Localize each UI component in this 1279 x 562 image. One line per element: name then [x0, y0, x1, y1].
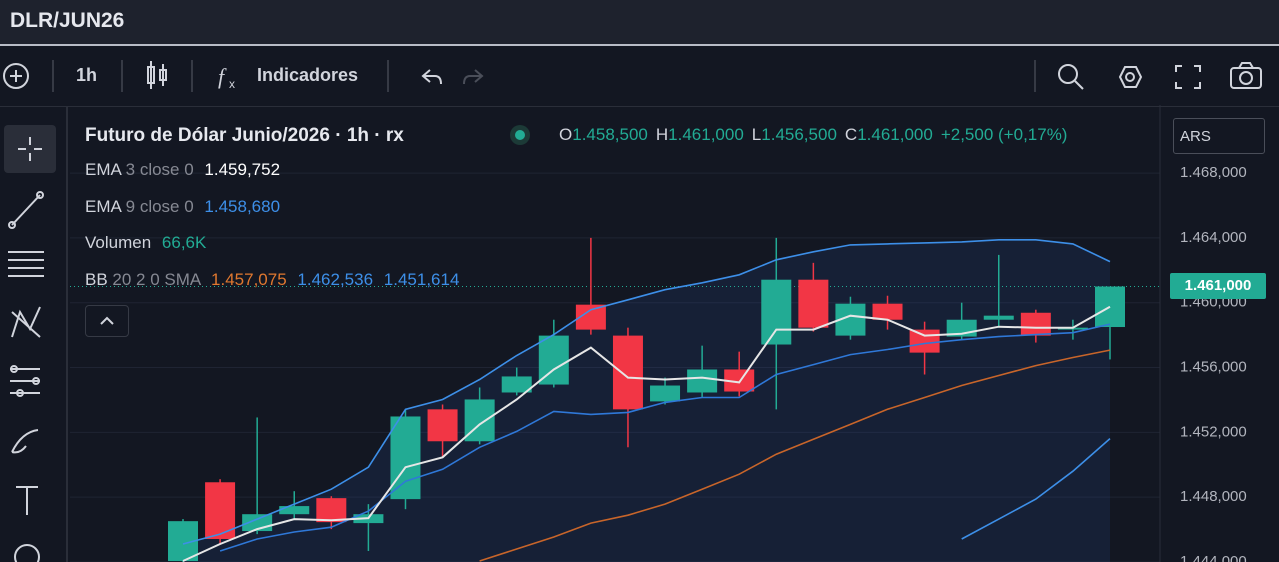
fullscreen-icon[interactable] — [1175, 65, 1201, 89]
indicator-line — [961, 437, 1111, 540]
redo-icon — [463, 69, 484, 85]
indicator-row[interactable]: EMA 3 close 0 1.459,752 — [85, 160, 459, 197]
candle-body — [390, 416, 421, 500]
indicator-params: 9 close 0 — [125, 196, 194, 216]
candle-body — [279, 506, 310, 515]
text-tool[interactable] — [16, 486, 38, 515]
indicator-line — [182, 239, 1111, 545]
ohlc-key: H — [655, 125, 669, 144]
chart: 1.444,000 1.448,000 1.452,000 1.456,000 1.46… — [70, 105, 1247, 562]
symbol-title[interactable]: DLR/JUN26 — [10, 9, 125, 32]
ohlc-key: C — [844, 125, 858, 144]
screenshot-icon[interactable] — [1230, 62, 1262, 89]
indicator-line — [479, 349, 1111, 562]
pattern-more-tool[interactable] — [14, 544, 40, 562]
indicator-value: 1.451,614 — [383, 269, 460, 289]
candle-body — [724, 369, 755, 392]
indicator-name: Volumen — [85, 233, 152, 252]
ohlc-value: 1.458,500 — [572, 125, 648, 144]
projection-tool[interactable] — [10, 368, 40, 394]
toolbar-icons: f x — [3, 60, 1262, 92]
candle-body — [983, 315, 1014, 320]
indicator-value: 1.459,752 — [204, 160, 281, 179]
search-icon[interactable] — [1058, 64, 1084, 90]
indicator-row[interactable]: EMA 9 close 0 1.458,680 — [85, 197, 459, 234]
indicators-button[interactable]: Indicadores — [257, 65, 359, 85]
y-tick-label: 1.468,000 — [1180, 164, 1247, 181]
ohlc-key: O — [559, 125, 573, 144]
candle-body — [501, 376, 532, 393]
trendline-tool[interactable] — [11, 194, 41, 226]
plot-area — [70, 237, 1160, 562]
indicator-name: EMA — [85, 196, 121, 216]
settings-icon[interactable] — [1118, 66, 1143, 88]
price-change: +2,500 (+0,17%) — [940, 125, 1068, 144]
candle-body — [798, 279, 829, 328]
candle-body — [687, 369, 718, 393]
indicator-name: BB — [85, 269, 108, 289]
indicator-value: 1.457,075 — [211, 269, 287, 289]
ohlc-value: 1.461,000 — [668, 125, 744, 144]
last-price-label: 1.461,000 — [1170, 273, 1266, 299]
indicator-value: 66,6K — [161, 233, 207, 252]
status-dot — [510, 125, 530, 145]
price-axis: 1.444,000 1.448,000 1.452,000 1.456,000 1.46… — [1159, 105, 1247, 562]
y-tick-label: 1.444,000 — [1180, 553, 1247, 562]
fx-icon-sub: x — [229, 77, 235, 91]
indicator-legend: EMA 3 close 0 1.459,752 EMA 9 close 0 1.4… — [85, 160, 459, 306]
collapse-legend-button[interactable] — [85, 305, 129, 337]
candle-body — [1020, 312, 1051, 336]
y-tick-label: 1.452,000 — [1180, 423, 1247, 440]
indicator-line — [219, 323, 1111, 552]
currency-selector[interactable]: ARS — [1173, 118, 1265, 154]
drawing-toolbar — [0, 107, 68, 562]
legend-title: Futuro de Dólar Junio/2026 · 1h · rx — [85, 125, 404, 146]
indicator-row[interactable]: BB 20 2 0 SMA 1.457,075 1.462,536 1.451,… — [85, 270, 459, 307]
ohlc-legend: O1.458,500 H1.461,000 L1.456,500 C1.461,000… — [559, 125, 1075, 145]
candle-body — [612, 335, 643, 410]
drawing-tool-icons — [4, 125, 56, 562]
indicator-line — [182, 305, 1111, 562]
candle-body — [650, 385, 681, 402]
y-tick-label: 1.448,000 — [1180, 488, 1247, 505]
y-tick-label: 1.456,000 — [1180, 359, 1247, 376]
ohlc-key: L — [751, 125, 762, 144]
interval-button[interactable]: 1h — [76, 65, 98, 85]
indicator-params: 3 close 0 — [125, 160, 194, 179]
grid-layer — [70, 172, 1160, 562]
brush-tool[interactable] — [11, 429, 39, 454]
indicator-params: 20 2 0 SMA — [112, 269, 201, 289]
ohlc-value: 1.461,000 — [857, 125, 933, 144]
top-toolbar: f x 1h Indicadores — [0, 46, 1279, 107]
candle-body — [909, 329, 940, 353]
candle-body — [761, 279, 792, 345]
candle-body — [872, 303, 903, 320]
crosshair-tool[interactable] — [18, 137, 42, 161]
y-tick-label: 1.464,000 — [1180, 229, 1247, 246]
pattern-tool[interactable] — [11, 306, 41, 338]
fx-icon[interactable]: f — [218, 64, 227, 89]
fib-tool[interactable] — [8, 251, 44, 277]
ohlc-value: 1.456,500 — [761, 125, 837, 144]
chart-type-icon[interactable] — [147, 61, 167, 89]
selected-tool-bg — [4, 125, 56, 173]
add-symbol-icon[interactable] — [3, 63, 29, 89]
indicator-row[interactable]: Volumen 66,6K — [85, 233, 459, 270]
indicator-value: 1.462,536 — [297, 269, 374, 289]
candle-body — [427, 409, 458, 442]
indicator-value: 1.458,680 — [204, 196, 281, 216]
indicator-name: EMA — [85, 160, 121, 179]
candle-body — [316, 498, 347, 523]
symbol-header: DLR/JUN26 — [0, 0, 1279, 46]
undo-icon[interactable] — [421, 69, 442, 85]
